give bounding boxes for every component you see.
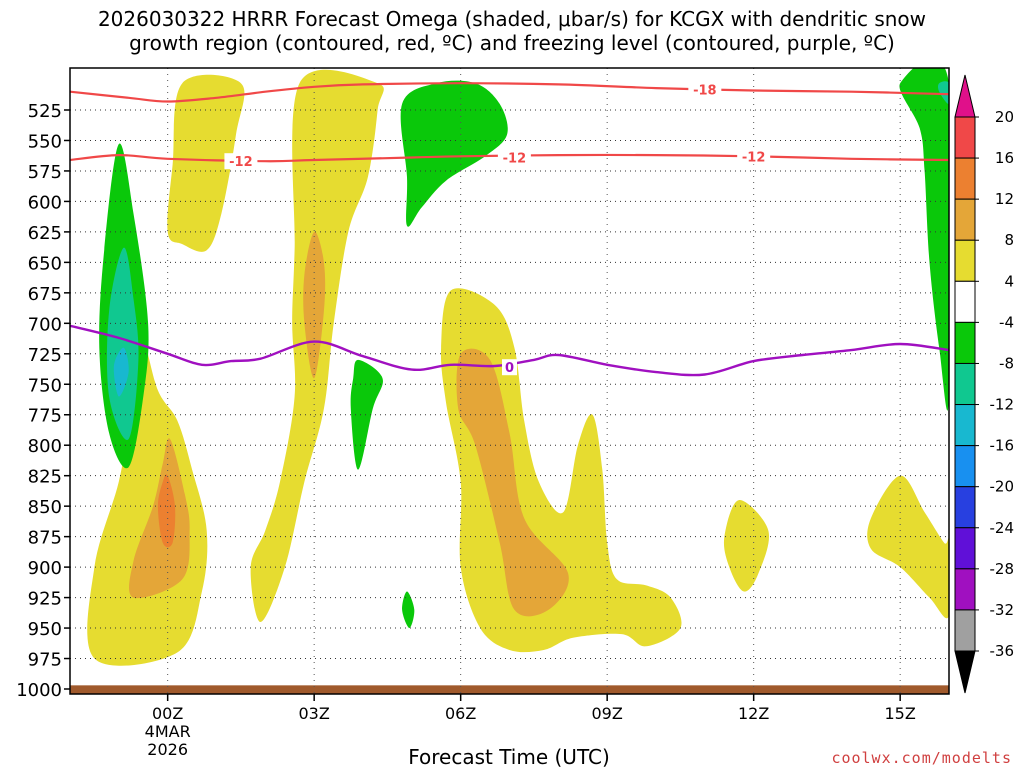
colorbar-bin--4to4 — [954, 280, 976, 323]
colorbar-bin--20to-16 — [954, 445, 976, 488]
red-contour-label-1-bg — [224, 153, 258, 170]
x-tick-label-09Z: 09Z — [592, 704, 623, 723]
omega-region-17 — [938, 81, 949, 104]
y-tick-label-550: 550 — [28, 131, 62, 152]
credit-text: coolwx.com/modelts — [831, 749, 1012, 767]
y-tick-label-950: 950 — [28, 619, 62, 640]
purple-freezing-level-contour — [70, 324, 949, 377]
surface-layer — [70, 685, 949, 694]
omega-region-13 — [400, 80, 508, 227]
purple-contour-label: 0 — [505, 361, 514, 376]
y-tick-label-675: 675 — [28, 284, 62, 305]
omega-region-16 — [899, 68, 949, 411]
omega-region-9 — [867, 475, 949, 619]
red-contour-label-2: -12 — [503, 152, 527, 167]
colorbar-label--12: -12 — [990, 396, 1015, 414]
y-tick-label-700: 700 — [28, 314, 62, 335]
omega-region-12 — [113, 347, 129, 397]
y-tick-label-625: 625 — [28, 223, 62, 244]
colorbar-bin-4to8 — [954, 239, 976, 282]
y-axis: 525 550 575 600 625 650 675 700 725 750 775 800 825 8… — [16, 101, 70, 701]
x-tick-label-00Z: 00Z — [152, 704, 183, 723]
purple-contour-label-bg — [502, 359, 517, 376]
colorbar-label--24: -24 — [990, 519, 1015, 537]
colorbar-label-8: 8 — [1004, 231, 1014, 249]
red-contour-label-3: -12 — [742, 150, 766, 165]
colorbar-label--32: -32 — [990, 601, 1015, 619]
y-tick-label-975: 975 — [28, 650, 62, 671]
y-tick-label-850: 850 — [28, 497, 62, 518]
colorbar: 20 16 12 8 4 -4 -8 -12 -16 -20 -24 -28 -32 -36 — [954, 74, 1015, 694]
chart-title-line2: growth region (contoured, red, ºC) and f… — [129, 31, 895, 55]
colorbar-label--4: -4 — [999, 313, 1014, 331]
y-tick-label-650: 650 — [28, 253, 62, 274]
y-tick-label-600: 600 — [28, 192, 62, 213]
red-contour-0 — [70, 82, 949, 103]
y-tick-label-775: 775 — [28, 406, 62, 427]
colorbar-label--28: -28 — [990, 560, 1015, 578]
omega-region-6 — [440, 288, 682, 653]
omega-region-15 — [402, 591, 415, 629]
colorbar-label--36: -36 — [990, 642, 1015, 660]
omega-region-2 — [157, 474, 176, 548]
red-contour-label-2-bg — [497, 149, 531, 166]
omega-region-3 — [167, 74, 245, 252]
y-tick-label-825: 825 — [28, 467, 62, 488]
colorbar-bottom-arrow — [954, 650, 976, 694]
colorbar-bin--8to-4 — [954, 321, 976, 364]
omega-region-14 — [350, 359, 383, 470]
y-tick-label-900: 900 — [28, 558, 62, 579]
x-tick-label-03Z: 03Z — [299, 704, 330, 723]
colorbar-bin--24to-20 — [954, 486, 976, 529]
y-tick-label-725: 725 — [28, 345, 62, 366]
colorbar-bin--28to-24 — [954, 527, 976, 570]
colorbar-label-16: 16 — [995, 149, 1014, 167]
colorbar-label-4: 4 — [1004, 272, 1014, 290]
y-tick-label-1000: 1000 — [16, 680, 62, 701]
colorbar-bin-8to12 — [954, 198, 976, 241]
plot-frame — [69, 67, 950, 695]
y-tick-label-800: 800 — [28, 436, 62, 457]
colorbar-bin-16to20 — [954, 116, 976, 159]
colorbar-bin--32to-28 — [954, 568, 976, 611]
colorbar-bin--16to-12 — [954, 404, 976, 447]
red-contour-1 — [70, 153, 949, 163]
colorbar-label--16: -16 — [990, 437, 1015, 455]
red-contour-label-3-bg — [737, 148, 771, 165]
y-tick-label-575: 575 — [28, 162, 62, 183]
grid-lines — [70, 68, 949, 694]
x-tick-label-12Z: 12Z — [738, 704, 769, 723]
omega-shaded-regions — [87, 68, 949, 666]
y-tick-label-925: 925 — [28, 589, 62, 610]
omega-region-8 — [723, 500, 770, 592]
colorbar-bin--36to-32 — [954, 609, 976, 652]
surface-ground-band — [70, 685, 949, 694]
colorbar-label-12: 12 — [995, 190, 1014, 208]
red-contour-label-0: -18 — [693, 83, 717, 98]
y-tick-label-875: 875 — [28, 528, 62, 549]
y-tick-label-525: 525 — [28, 101, 62, 122]
contour-lines: -18 -12 -12 -12 0 — [70, 81, 949, 377]
chart-title-line1: 2026030322 HRRR Forecast Omega (shaded, … — [98, 7, 926, 31]
x-axis-label: Forecast Time (UTC) — [408, 745, 610, 768]
red-contour-label-1: -12 — [229, 155, 253, 170]
x-tick-sublabel-4MAR: 4MAR — [145, 722, 191, 741]
colorbar-label-20: 20 — [995, 108, 1014, 126]
colorbar-label--8: -8 — [999, 354, 1014, 372]
x-tick-label-15Z: 15Z — [885, 704, 916, 723]
colorbar-top-arrow — [954, 74, 976, 118]
omega-region-11 — [106, 247, 139, 440]
y-tick-label-750: 750 — [28, 375, 62, 396]
red-contour-label-0-bg — [688, 81, 722, 98]
omega-region-7 — [456, 348, 569, 617]
colorbar-bin-12to16 — [954, 157, 976, 200]
colorbar-label--20: -20 — [990, 478, 1015, 496]
x-tick-sublabel-2026: 2026 — [147, 740, 188, 759]
colorbar-bin--12to-8 — [954, 362, 976, 406]
x-tick-label-06Z: 06Z — [445, 704, 476, 723]
